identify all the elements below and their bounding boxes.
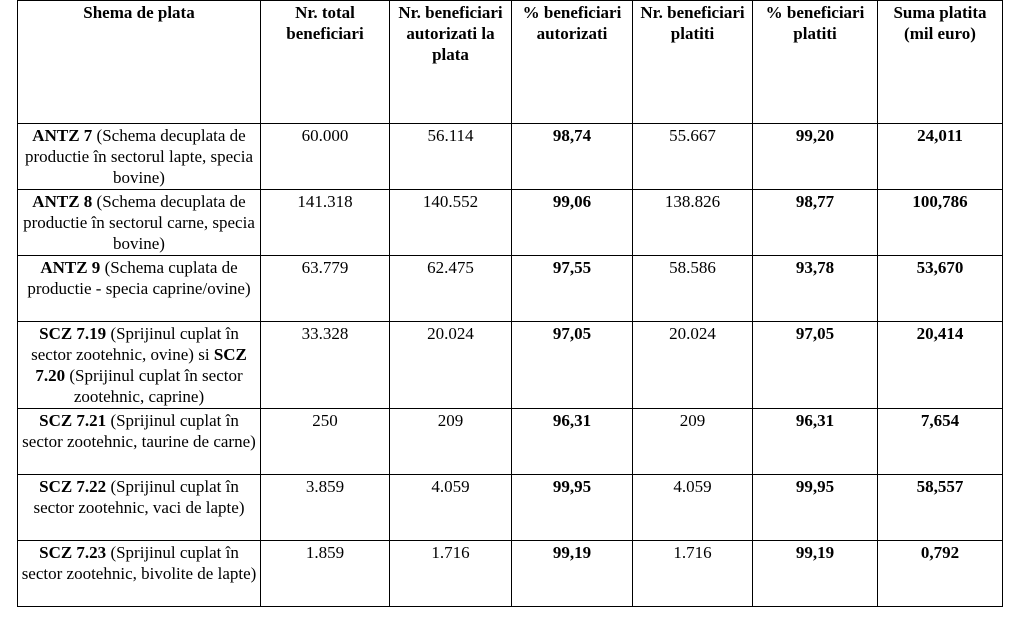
scheme-cell: SCZ 7.19 (Sprijinul cuplat în sector zoo… — [17, 321, 261, 409]
total-beneficiaries-cell: 141.318 — [260, 189, 390, 256]
scheme-cell: ANTZ 7 (Schema decuplata de productie în… — [17, 123, 261, 190]
pct-authorized-cell: 99,95 — [511, 474, 633, 541]
total-beneficiaries-cell: 33.328 — [260, 321, 390, 409]
amount-paid-cell: 100,786 — [877, 189, 1003, 256]
scheme-description: (Sprijinul cuplat în sector zootehnic, o… — [31, 324, 239, 364]
authorized-beneficiaries-cell: 62.475 — [389, 255, 512, 322]
scheme-code: SCZ 7.19 — [39, 324, 107, 343]
pct-paid-cell: 99,95 — [752, 474, 878, 541]
scheme-code: SCZ 7.23 — [39, 543, 107, 562]
header-pct-paid: % beneficiari platiti — [752, 0, 878, 124]
pct-authorized-cell: 96,31 — [511, 408, 633, 475]
amount-paid-cell: 58,557 — [877, 474, 1003, 541]
authorized-beneficiaries-cell: 20.024 — [389, 321, 512, 409]
scheme-description: (Schema decuplata de productie în sector… — [23, 192, 255, 253]
table-row: ANTZ 9 (Schema cuplata de productie - sp… — [17, 255, 1003, 322]
scheme-description-secondary: (Sprijinul cuplat în sector zootehnic, c… — [65, 366, 243, 406]
paid-beneficiaries-cell: 20.024 — [632, 321, 753, 409]
total-beneficiaries-cell: 250 — [260, 408, 390, 475]
scheme-description: (Schema cuplata de productie - specia ca… — [27, 258, 251, 298]
pct-paid-cell: 93,78 — [752, 255, 878, 322]
total-beneficiaries-cell: 60.000 — [260, 123, 390, 190]
header-scheme: Shema de plata — [17, 0, 261, 124]
scheme-description: (Sprijinul cuplat în sector zootehnic, t… — [22, 411, 256, 451]
scheme-code: SCZ 7.22 — [39, 477, 107, 496]
table-row: SCZ 7.23 (Sprijinul cuplat în sector zoo… — [17, 540, 1003, 607]
amount-paid-cell: 24,011 — [877, 123, 1003, 190]
header-amount-paid: Suma platita (mil euro) — [877, 0, 1003, 124]
scheme-code: ANTZ 7 — [32, 126, 93, 145]
pct-paid-cell: 96,31 — [752, 408, 878, 475]
pct-paid-cell: 99,20 — [752, 123, 878, 190]
table-row: ANTZ 7 (Schema decuplata de productie în… — [17, 123, 1003, 190]
scheme-code: ANTZ 9 — [40, 258, 101, 277]
paid-beneficiaries-cell: 4.059 — [632, 474, 753, 541]
header-row: Shema de plata Nr. total beneficiari Nr.… — [17, 0, 1003, 124]
amount-paid-cell: 20,414 — [877, 321, 1003, 409]
scheme-cell: SCZ 7.22 (Sprijinul cuplat în sector zoo… — [17, 474, 261, 541]
scheme-cell: SCZ 7.21 (Sprijinul cuplat în sector zoo… — [17, 408, 261, 475]
pct-authorized-cell: 98,74 — [511, 123, 633, 190]
total-beneficiaries-cell: 1.859 — [260, 540, 390, 607]
scheme-description: (Schema decuplata de productie în sector… — [25, 126, 253, 187]
authorized-beneficiaries-cell: 56.114 — [389, 123, 512, 190]
scheme-description: (Sprijinul cuplat în sector zootehnic, v… — [33, 477, 245, 517]
payments-table: Shema de plata Nr. total beneficiari Nr.… — [17, 0, 1003, 607]
scheme-cell: SCZ 7.23 (Sprijinul cuplat în sector zoo… — [17, 540, 261, 607]
pct-authorized-cell: 97,55 — [511, 255, 633, 322]
pct-authorized-cell: 99,06 — [511, 189, 633, 256]
pct-paid-cell: 97,05 — [752, 321, 878, 409]
header-paid-beneficiaries: Nr. beneficiari platiti — [632, 0, 753, 124]
table-row: ANTZ 8 (Schema decuplata de productie în… — [17, 189, 1003, 256]
authorized-beneficiaries-cell: 140.552 — [389, 189, 512, 256]
header-authorized-beneficiaries: Nr. beneficiari autorizati la plata — [389, 0, 512, 124]
scheme-cell: ANTZ 8 (Schema decuplata de productie în… — [17, 189, 261, 256]
authorized-beneficiaries-cell: 209 — [389, 408, 512, 475]
table-row: SCZ 7.21 (Sprijinul cuplat în sector zoo… — [17, 408, 1003, 475]
amount-paid-cell: 7,654 — [877, 408, 1003, 475]
paid-beneficiaries-cell: 1.716 — [632, 540, 753, 607]
pct-authorized-cell: 97,05 — [511, 321, 633, 409]
amount-paid-cell: 53,670 — [877, 255, 1003, 322]
paid-beneficiaries-cell: 55.667 — [632, 123, 753, 190]
header-total-beneficiaries: Nr. total beneficiari — [260, 0, 390, 124]
scheme-cell: ANTZ 9 (Schema cuplata de productie - sp… — [17, 255, 261, 322]
paid-beneficiaries-cell: 138.826 — [632, 189, 753, 256]
total-beneficiaries-cell: 63.779 — [260, 255, 390, 322]
pct-paid-cell: 98,77 — [752, 189, 878, 256]
authorized-beneficiaries-cell: 1.716 — [389, 540, 512, 607]
scheme-code: ANTZ 8 — [32, 192, 93, 211]
paid-beneficiaries-cell: 209 — [632, 408, 753, 475]
amount-paid-cell: 0,792 — [877, 540, 1003, 607]
total-beneficiaries-cell: 3.859 — [260, 474, 390, 541]
paid-beneficiaries-cell: 58.586 — [632, 255, 753, 322]
header-pct-authorized: % beneficiari autorizati — [511, 0, 633, 124]
scheme-description: (Sprijinul cuplat în sector zootehnic, b… — [21, 543, 257, 583]
authorized-beneficiaries-cell: 4.059 — [389, 474, 512, 541]
table-row: SCZ 7.19 (Sprijinul cuplat în sector zoo… — [17, 321, 1003, 409]
scheme-code: SCZ 7.21 — [39, 411, 107, 430]
pct-authorized-cell: 99,19 — [511, 540, 633, 607]
table-row: SCZ 7.22 (Sprijinul cuplat în sector zoo… — [17, 474, 1003, 541]
pct-paid-cell: 99,19 — [752, 540, 878, 607]
scheme-code-secondary: SCZ 7.20 — [35, 345, 247, 385]
